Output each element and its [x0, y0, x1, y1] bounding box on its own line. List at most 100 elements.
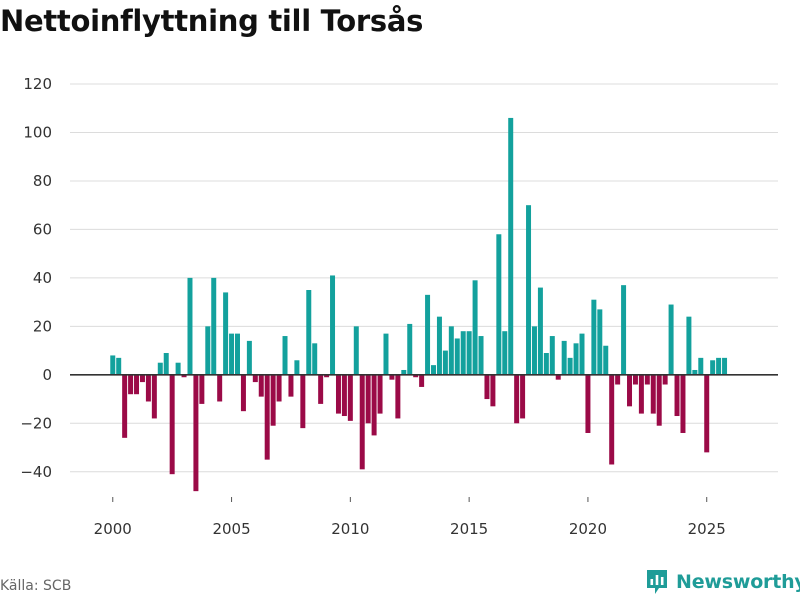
bar — [211, 277, 217, 375]
bar — [609, 374, 615, 465]
bar — [543, 353, 549, 375]
bar — [258, 374, 264, 397]
bar — [419, 374, 425, 387]
bar — [680, 374, 686, 433]
bar — [139, 374, 145, 383]
bar — [496, 234, 502, 375]
bar — [413, 374, 419, 378]
bar — [359, 374, 365, 470]
bar — [508, 117, 514, 375]
bar — [644, 374, 650, 385]
bar — [561, 340, 567, 375]
bar — [603, 345, 609, 375]
bar — [407, 323, 413, 375]
bar — [526, 205, 532, 375]
x-tick-label: 2000 — [94, 520, 132, 538]
bar — [330, 275, 336, 375]
bars — [110, 117, 728, 492]
newsworthy-logo[interactable]: Newsworthy — [645, 568, 800, 596]
bar — [341, 374, 347, 417]
bar — [223, 292, 229, 375]
bar — [134, 374, 140, 395]
bar — [276, 374, 282, 402]
bar — [217, 374, 223, 402]
bar — [627, 374, 633, 407]
bar — [335, 374, 341, 414]
bar — [632, 374, 638, 385]
bar — [175, 362, 181, 375]
bar — [187, 277, 193, 375]
bar — [122, 374, 128, 438]
brand-name: Newsworthy — [676, 571, 800, 593]
y-tick-label: 120 — [23, 75, 52, 93]
bar — [650, 374, 656, 414]
bar — [502, 331, 508, 375]
bar — [318, 374, 324, 404]
bar — [478, 336, 484, 375]
bar — [722, 357, 728, 375]
newsworthy-icon — [647, 570, 667, 594]
bar — [347, 374, 353, 421]
bar — [353, 326, 359, 375]
bar — [389, 374, 395, 380]
bar — [615, 374, 621, 385]
bar — [621, 285, 627, 375]
bar — [270, 374, 276, 426]
bar — [531, 326, 537, 375]
bar — [555, 374, 561, 380]
bar — [436, 316, 442, 375]
bar — [306, 290, 312, 375]
bar — [579, 333, 585, 375]
bar — [205, 326, 211, 375]
bar — [674, 374, 680, 417]
bar — [537, 287, 543, 375]
bar — [252, 374, 258, 383]
x-tick-label: 2020 — [569, 520, 607, 538]
bar — [638, 374, 644, 414]
source-label: Källa: SCB — [0, 578, 72, 594]
bar — [395, 374, 401, 419]
bar — [181, 374, 187, 378]
bar — [324, 374, 330, 378]
x-tick-label: 2005 — [212, 520, 250, 538]
bar — [383, 333, 389, 375]
bar — [401, 369, 407, 375]
bar — [229, 333, 235, 375]
bar — [425, 294, 431, 375]
y-tick-label: 80 — [33, 172, 52, 190]
bar — [484, 374, 490, 400]
bar — [716, 357, 722, 375]
bar — [169, 374, 175, 475]
bar — [110, 355, 116, 375]
bar — [454, 338, 460, 375]
bar — [235, 333, 240, 375]
grid-lines — [70, 83, 778, 473]
bar — [466, 331, 472, 375]
bar — [246, 340, 252, 375]
bar — [300, 374, 306, 429]
bar — [282, 336, 288, 375]
bar — [472, 280, 478, 375]
bar — [288, 374, 294, 397]
bar — [294, 360, 300, 375]
bar — [145, 374, 151, 402]
bar — [371, 374, 377, 436]
bar — [377, 374, 383, 414]
bar — [151, 374, 157, 419]
x-tick-label: 2025 — [688, 520, 726, 538]
bar — [668, 304, 674, 375]
x-tick-label: 2010 — [331, 520, 369, 538]
bar — [365, 374, 371, 424]
y-tick-label: 40 — [33, 269, 52, 287]
bar — [656, 374, 662, 426]
bar — [431, 365, 436, 375]
y-tick-label: −20 — [20, 414, 52, 432]
bar — [698, 357, 704, 375]
bar — [490, 374, 496, 407]
y-tick-label: 0 — [42, 366, 52, 384]
bar — [514, 374, 520, 424]
bar — [686, 316, 692, 375]
bar — [520, 374, 526, 419]
bar — [597, 309, 603, 375]
